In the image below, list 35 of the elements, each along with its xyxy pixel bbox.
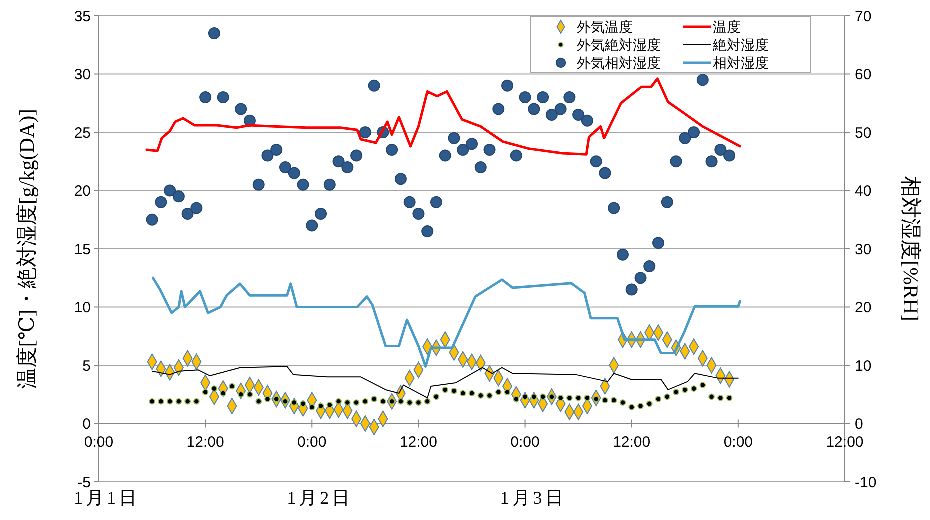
x-tick-label: 0:00 (298, 434, 327, 451)
y2-tick-label: 20 (855, 300, 872, 316)
x-tick-label: 12:00 (400, 434, 438, 451)
y-tick-label: 20 (74, 183, 91, 200)
x-tick-label: 12:00 (826, 434, 864, 451)
y2-tick-label: 30 (855, 241, 872, 258)
y-tick-label: 35 (74, 8, 91, 26)
text: 1月3日 (500, 488, 566, 508)
y2-tick-label: 0 (855, 416, 864, 433)
x-tick-label: 12:00 (613, 434, 651, 451)
y-tick-label: 0 (82, 416, 91, 433)
legend-label: 相対湿度 (713, 54, 769, 71)
y-tick-label: 30 (74, 66, 91, 84)
text: 1月2日 (287, 488, 354, 508)
legend-label: 温度 (713, 18, 741, 35)
y2-tick-label: 40 (855, 183, 872, 200)
x-tick-label: 0:00 (724, 434, 754, 451)
y2-axis-title: 相対湿度[%RH] (899, 176, 923, 322)
x-tick-label: 0:00 (84, 434, 114, 451)
y2-tick-label: 50 (855, 124, 872, 142)
legend-label: 外気絶対湿度 (577, 36, 661, 53)
y-tick-label: 10 (74, 300, 91, 316)
y2-tick-label: 60 (855, 66, 872, 84)
legend-label: 外気相対湿度 (577, 54, 661, 71)
y-tick-label: 15 (74, 241, 91, 258)
y-tick-label: 5 (82, 358, 91, 375)
y-axis-title: 温度[℃]・絶対湿度[g/kg(DA)] (15, 108, 39, 390)
y2-tick-label: 10 (855, 358, 872, 375)
y-tick-label: 25 (74, 124, 91, 142)
legend-label: 外気温度 (577, 18, 633, 35)
y2-tick-label: -10 (855, 474, 877, 492)
y2-tick-label: 70 (855, 8, 872, 26)
x-tick-label: 0:00 (510, 434, 540, 451)
legend-label: 絶対湿度 (712, 36, 769, 53)
x-tick-label: 12:00 (186, 434, 224, 451)
